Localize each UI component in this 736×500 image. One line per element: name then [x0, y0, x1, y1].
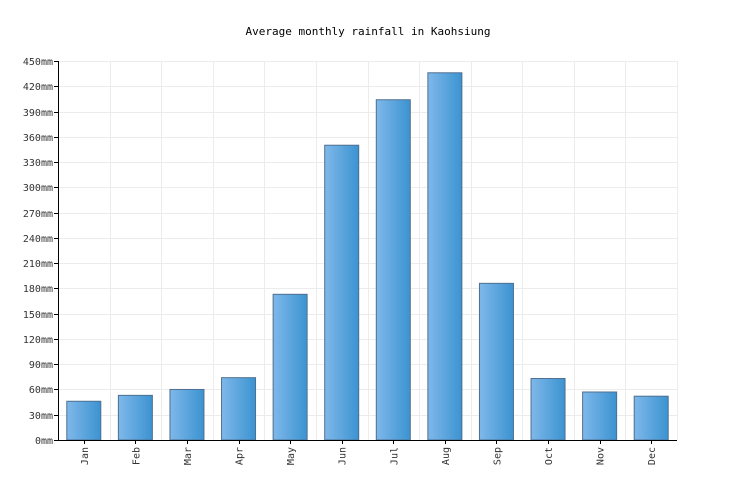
x-tick-label: Feb: [131, 447, 142, 465]
y-tick-label: 120mm: [23, 335, 53, 346]
y-tick-label: 240mm: [23, 234, 53, 245]
y-tick-label: 30mm: [29, 411, 53, 422]
x-tick-label: May: [286, 447, 297, 465]
y-tick-label: 60mm: [29, 385, 53, 396]
y-tick-label: 0mm: [35, 436, 53, 447]
y-tick-label: 270mm: [23, 209, 53, 220]
y-tick-label: 420mm: [23, 82, 53, 93]
y-tick-label: 210mm: [23, 259, 53, 270]
x-tick-label: Aug: [441, 447, 452, 465]
grid: [58, 61, 678, 440]
x-tick-label: Dec: [647, 447, 658, 465]
bar-nov: [582, 391, 618, 441]
y-tick-label: 180mm: [23, 284, 53, 295]
x-tick-label: Jun: [338, 447, 349, 465]
bar-dec: [633, 395, 669, 441]
y-tick-label: 360mm: [23, 133, 53, 144]
bar-jun: [324, 144, 360, 441]
bar-sep: [478, 282, 514, 441]
x-tick-label: Jul: [389, 447, 400, 465]
x-tick-label: Oct: [544, 447, 555, 465]
x-tick-label: Jan: [80, 447, 91, 465]
y-tick-label: 90mm: [29, 360, 53, 371]
y-tick-label: 330mm: [23, 158, 53, 169]
bar-apr: [221, 377, 257, 441]
x-tick-label: Mar: [183, 447, 194, 465]
axes: [54, 61, 677, 444]
y-axis-ticks: 0mm 30mm 60mm 90mm 120mm 150mm 180mm 210mm 240mm…: [23, 57, 53, 447]
x-tick-label: Sep: [492, 447, 503, 465]
bars: [66, 72, 669, 441]
y-tick-label: 450mm: [23, 57, 53, 68]
y-tick-label: 150mm: [23, 310, 53, 321]
bar-feb: [117, 394, 153, 441]
bar-oct: [530, 378, 566, 441]
y-tick-label: 300mm: [23, 183, 53, 194]
bar-aug: [427, 72, 463, 441]
x-axis-ticks: Jan Feb Mar Apr May Jun Jul Aug Sep Oct Nov Dec: [80, 447, 658, 465]
x-tick-label: Nov: [596, 447, 607, 465]
bar-mar: [169, 388, 205, 441]
bar-jan: [66, 400, 102, 441]
x-tick-label: Apr: [235, 447, 246, 465]
bar-jul: [375, 99, 411, 441]
chart-title: Average monthly rainfall in Kaohsiung: [245, 25, 490, 38]
bar-may: [272, 293, 308, 441]
y-tick-label: 390mm: [23, 108, 53, 119]
